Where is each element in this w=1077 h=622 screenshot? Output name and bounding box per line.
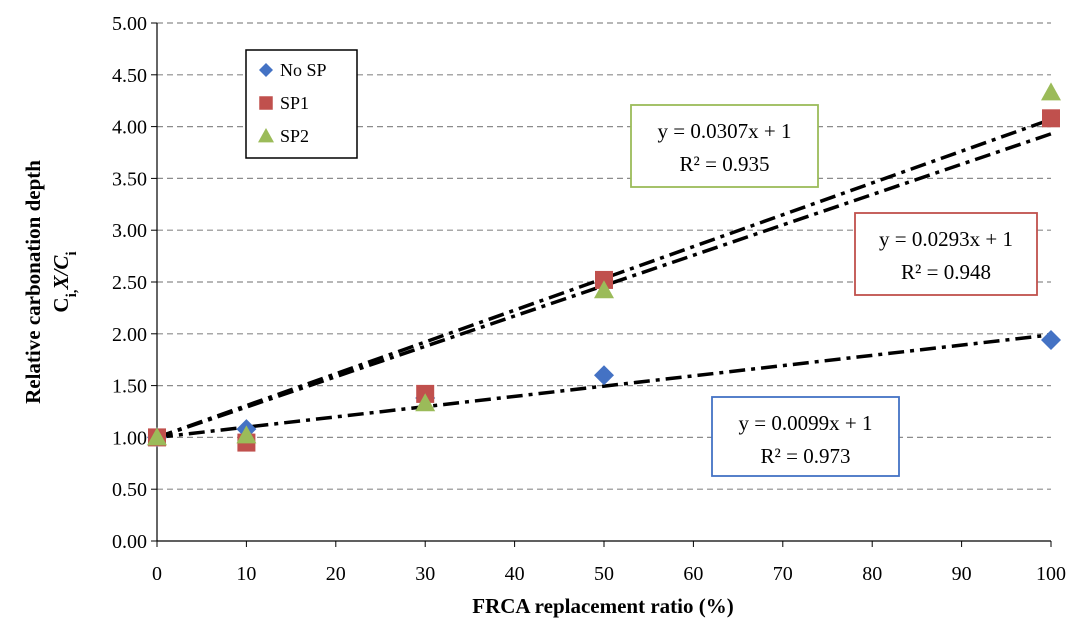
x-tick-label: 60	[683, 563, 703, 585]
legend-marker-1	[259, 96, 273, 110]
legend-label: SP1	[280, 93, 309, 113]
x-tick-label: 80	[862, 563, 882, 585]
legend-label: No SP	[280, 60, 327, 80]
x-tick-label: 90	[952, 563, 972, 585]
legend-label: SP2	[280, 126, 309, 146]
data-points	[147, 82, 1061, 452]
y-tick-label: 4.50	[112, 65, 147, 87]
trendline-r2: R² = 0.973	[761, 444, 851, 468]
sp1-point	[1042, 109, 1060, 128]
tick-labels: 0.00 0.50 1.00 1.50 2.00 2.50 3.00 3.50 4.00 4.50…	[112, 13, 1066, 585]
trendline-equation: y = 0.0307x + 1	[658, 119, 792, 143]
y-tick-label: 3.50	[112, 168, 147, 190]
sp2-point	[415, 393, 436, 412]
sp2-point	[147, 427, 167, 446]
axes	[156, 23, 1051, 542]
legend-marker-shape	[258, 128, 274, 143]
trendline-equation: y = 0.0099x + 1	[739, 411, 873, 435]
equation-box-0	[711, 396, 900, 477]
legend: No SP SP1 SP2	[245, 49, 358, 159]
trendline-0	[156, 333, 1052, 440]
x-tick-label: 100	[1036, 563, 1066, 585]
sp2-point	[1041, 82, 1061, 101]
y-tick-label: 5.00	[112, 13, 147, 35]
y-tick-label: 0.50	[112, 479, 147, 501]
trendline-equation: y = 0.0293x + 1	[879, 227, 1013, 251]
no-sp-point	[1041, 330, 1061, 351]
legend-marker-0	[259, 63, 273, 77]
sp2-point	[594, 280, 614, 299]
equation-box-1	[854, 212, 1038, 296]
sp2-point	[236, 425, 257, 444]
legend-marker-2	[258, 128, 274, 143]
trendline-2	[156, 117, 1052, 440]
x-tick-label: 30	[415, 563, 435, 585]
y-axis-title-line1: Relative carbonation depth	[21, 160, 45, 404]
x-tick-label: 40	[505, 563, 525, 585]
equation-boxes: y = 0.0307x + 1 R² = 0.935 y = 0.0293x + 1…	[630, 104, 1038, 477]
y-tick-label: 3.00	[112, 220, 147, 242]
sp1-point	[595, 270, 613, 289]
x-tick-label: 10	[236, 563, 256, 585]
y-tick-label: 2.00	[112, 324, 147, 346]
x-tick-label: 50	[594, 563, 614, 585]
y-axis-title-line2: Ci,X/Ci	[49, 251, 80, 312]
trendline-r2: R² = 0.935	[680, 152, 770, 176]
y-tick-label: 0.00	[112, 531, 147, 553]
y-tick-label: 1.00	[112, 427, 147, 449]
y-tick-label: 2.50	[112, 272, 147, 294]
no-sp-point	[594, 365, 614, 386]
legend-marker-shape	[259, 63, 273, 77]
x-tick-label: 20	[326, 563, 346, 585]
x-tick-label: 0	[152, 563, 162, 585]
y-axis-title: Relative carbonation depth Ci,X/Ci	[21, 160, 80, 404]
legend-marker-shape	[259, 96, 273, 110]
y-tick-label: 1.50	[112, 376, 147, 398]
equation-box-2	[630, 104, 819, 188]
x-axis-title: FRCA replacement ratio (%)	[472, 594, 733, 618]
trendline-r2: R² = 0.948	[901, 260, 991, 284]
x-tick-label: 70	[773, 563, 793, 585]
y-tick-label: 4.00	[112, 117, 147, 139]
